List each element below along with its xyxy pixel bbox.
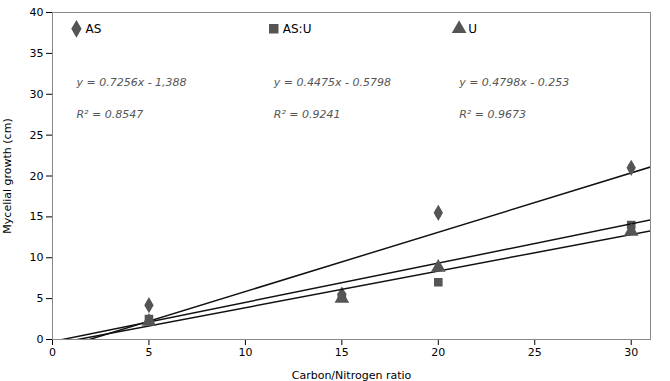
svg-text:0: 0 [37,333,44,346]
svg-text:y = 0.4798x - 0.253: y = 0.4798x - 0.253 [458,76,569,89]
svg-text:40: 40 [30,6,44,19]
svg-text:25: 25 [30,129,44,142]
svg-text:5: 5 [145,346,152,359]
svg-text:5: 5 [37,292,44,305]
svg-text:25: 25 [528,346,542,359]
svg-text:35: 35 [30,47,44,60]
svg-text:10: 10 [238,346,252,359]
svg-text:Mycelial growth (cm): Mycelial growth (cm) [1,118,14,233]
svg-text:U: U [468,22,477,36]
svg-text:R² = 0.8547: R² = 0.8547 [76,108,143,121]
svg-text:20: 20 [431,346,445,359]
svg-text:AS:U: AS:U [283,22,312,36]
svg-text:0: 0 [49,346,56,359]
svg-text:y = 0.7256x - 1,388: y = 0.7256x - 1,388 [75,76,186,89]
svg-text:15: 15 [30,210,44,223]
svg-text:10: 10 [30,251,44,264]
svg-text:30: 30 [30,88,44,101]
svg-text:AS: AS [85,22,101,36]
svg-text:Carbon/Nitrogen ratio: Carbon/Nitrogen ratio [292,369,412,381]
svg-text:R² = 0.9673: R² = 0.9673 [459,108,526,121]
svg-text:20: 20 [30,170,44,183]
svg-text:R² = 0.9241: R² = 0.9241 [274,108,341,121]
svg-text:y = 0.4475x - 0.5798: y = 0.4475x - 0.5798 [273,76,391,89]
svg-text:30: 30 [624,346,638,359]
svg-text:15: 15 [335,346,349,359]
